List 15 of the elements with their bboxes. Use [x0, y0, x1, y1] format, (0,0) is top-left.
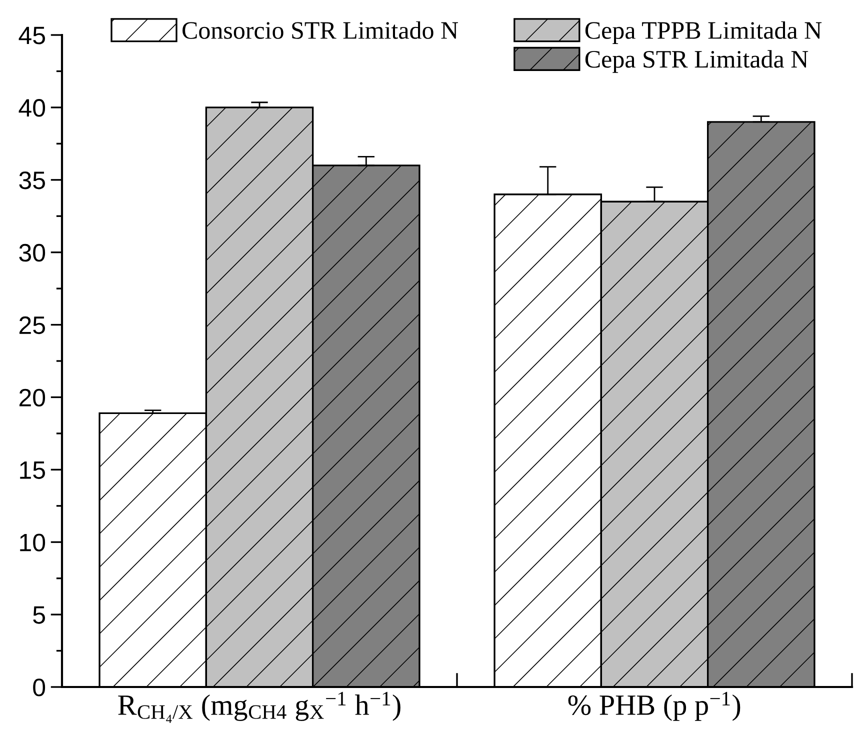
legend-label: Cepa TPPB Limitada N — [585, 21, 822, 44]
y-tick-label: 30 — [19, 244, 46, 262]
y-tick-label: 45 — [18, 26, 45, 44]
category-label: R$_{CH₄/X}$ (mg$_{CH4}$ g$_{X}$$^{−1}$ h$^{−1}$) — [118, 692, 400, 723]
y-tick-label: 35 — [19, 171, 45, 190]
legend-label: Consorcio STR Limitado N — [182, 21, 458, 39]
y-tick-label: 5 — [33, 606, 45, 624]
y-tick-label: 25 — [19, 316, 45, 334]
y-tick-label: 40 — [18, 99, 46, 117]
y-tick-label: 0 — [33, 678, 46, 696]
y-tick-label: 10 — [20, 534, 46, 552]
x-tick-label: % PHB (p p$^{−1}$) — [568, 692, 740, 721]
legend-label: Cepa STR Limitada N — [585, 50, 808, 73]
y-tick-label: 20 — [19, 388, 46, 407]
y-tick-label: 15 — [20, 462, 45, 479]
